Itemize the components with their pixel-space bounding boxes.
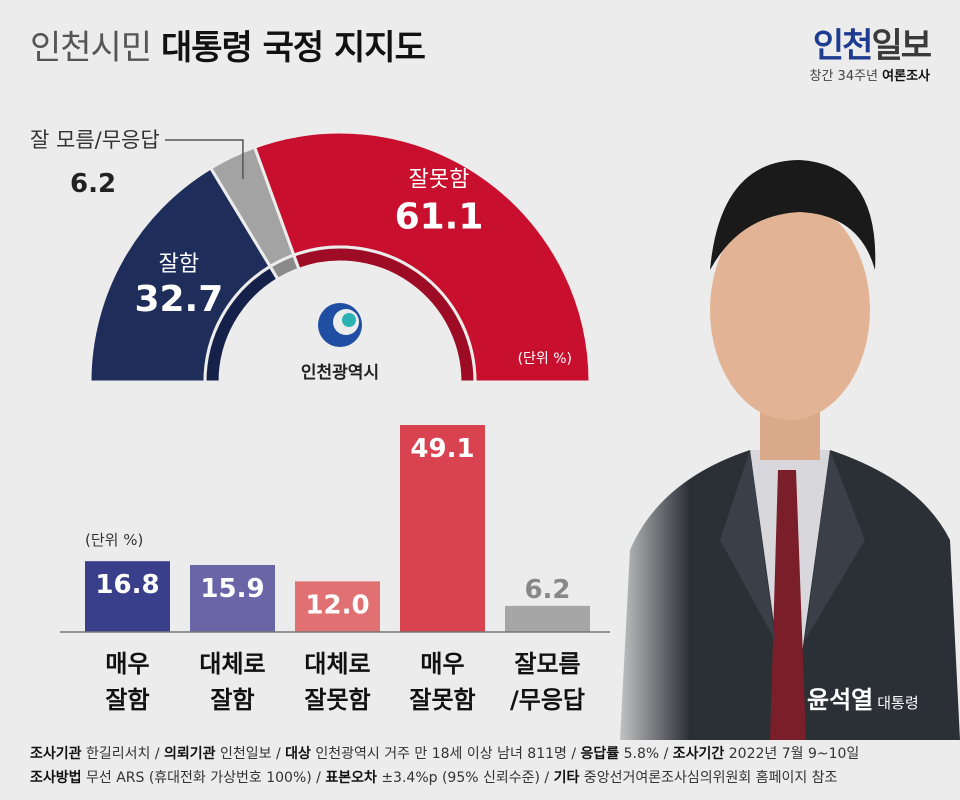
footer-line-2: 조사방법 무선 ARS (휴대전화 가상번호 100%) / 표본오차 ±3.4… [30,766,859,790]
chart-title: 인천시민 대통령 국정 지지도 [30,20,426,69]
bar-value-label-1: 15.9 [200,574,264,604]
bar-value-label-0: 16.8 [95,570,159,600]
bar-category-label-0-1: 잘함 [105,686,149,714]
footer1-key-1: 의뢰기관 [164,746,216,762]
footer2-key-0: 조사방법 [30,770,82,786]
title-main: 대통령 국정 지지도 [160,28,426,68]
bar-unit-label: (단위 %) [85,531,143,549]
bar-category-label-4-0: 잘모름 [514,650,580,678]
bar-category-label-1-0: 대체로 [199,650,265,678]
bar-value-label-2: 12.0 [305,590,369,620]
footer1-value-4: 2022년 7월 9~10일 [724,746,860,762]
footer1-key-2: 대상 [285,746,311,762]
footer1-key-4: 조사기간 [672,746,725,762]
footer1-value-2: 인천광역시 거주 만 18세 이상 남녀 811명 / [310,746,581,762]
bar-category-label-3-0: 매우 [420,650,464,678]
title-region: 인천시민 [30,28,152,68]
bar-1 [190,564,275,632]
footer1-value-1: 인천일보 / [215,746,286,762]
donut-value-0: 32.7 [134,279,223,320]
bar-category-label-0-0: 매우 [105,650,149,678]
donut-value-2: 61.1 [395,196,484,237]
footer2-key-2: 기타 [553,770,580,786]
brand-name-a: 인천 [812,26,874,66]
brand-tag-bold: 여론조사 [882,69,930,84]
bar-2 [295,581,380,632]
emblem-label: 인천광역시 [301,363,379,383]
donut-slice-inner-2 [291,245,477,384]
brand-tag-text: 창간 34주년 [809,69,879,84]
bar-category-label-1-1: 잘함 [210,686,254,714]
brand-logo: 인천일보 창간 34주년 여론조사 [810,18,932,84]
bar-0 [85,561,170,632]
person-caption: 윤석열 대통령 [807,680,919,715]
bar-3 [400,425,485,632]
person-name: 윤석열 [807,686,874,714]
emblem-dot [342,313,356,327]
footer1-value-0: 한길리서치 / [81,746,164,762]
footer1-key-3: 응답률 [580,746,620,762]
footer2-value-2: 중앙선거여론조사심의위원회 홈페이지 참조 [579,770,838,786]
donut-label-2: 잘못함 [409,167,470,192]
bar-category-label-2-0: 대체로 [304,650,370,678]
footer2-key-1: 표본오차 [325,770,377,786]
bar-category-label-2-1: 잘못함 [304,686,370,714]
donut-leader-1 [165,139,244,180]
survey-footer: 조사기관 한길리서치 / 의뢰기관 인천일보 / 대상 인천광역시 거주 만 1… [30,742,859,790]
footer2-value-1: ±3.4%p (95% 신뢰수준) / [376,770,554,786]
bar-category-label-3-1: 잘못함 [409,686,475,714]
donut-label-1: 잘 모름/무응답 [30,128,160,152]
person-title: 대통령 [877,694,919,712]
footer1-value-3: 5.8% / [619,746,673,762]
footer2-value-0: 무선 ARS (휴대전화 가상번호 100%) / [81,770,326,786]
brand-name-b: 일보 [871,26,932,66]
footer-line-1: 조사기관 한길리서치 / 의뢰기관 인천일보 / 대상 인천광역시 거주 만 1… [30,742,859,766]
donut-unit-label: (단위 %) [518,351,572,367]
brand-tagline: 창간 34주년 여론조사 [810,65,931,84]
president-portrait [600,120,960,740]
donut-value-1: 6.2 [70,169,116,199]
footer1-key-0: 조사기관 [30,746,82,762]
bar-value-label-3: 49.1 [410,434,474,464]
bar-value-label-4: 6.2 [524,575,570,605]
bar-4 [505,605,590,632]
bar-category-label-4-1: /무응답 [510,686,585,714]
donut-label-0: 잘함 [159,252,199,277]
